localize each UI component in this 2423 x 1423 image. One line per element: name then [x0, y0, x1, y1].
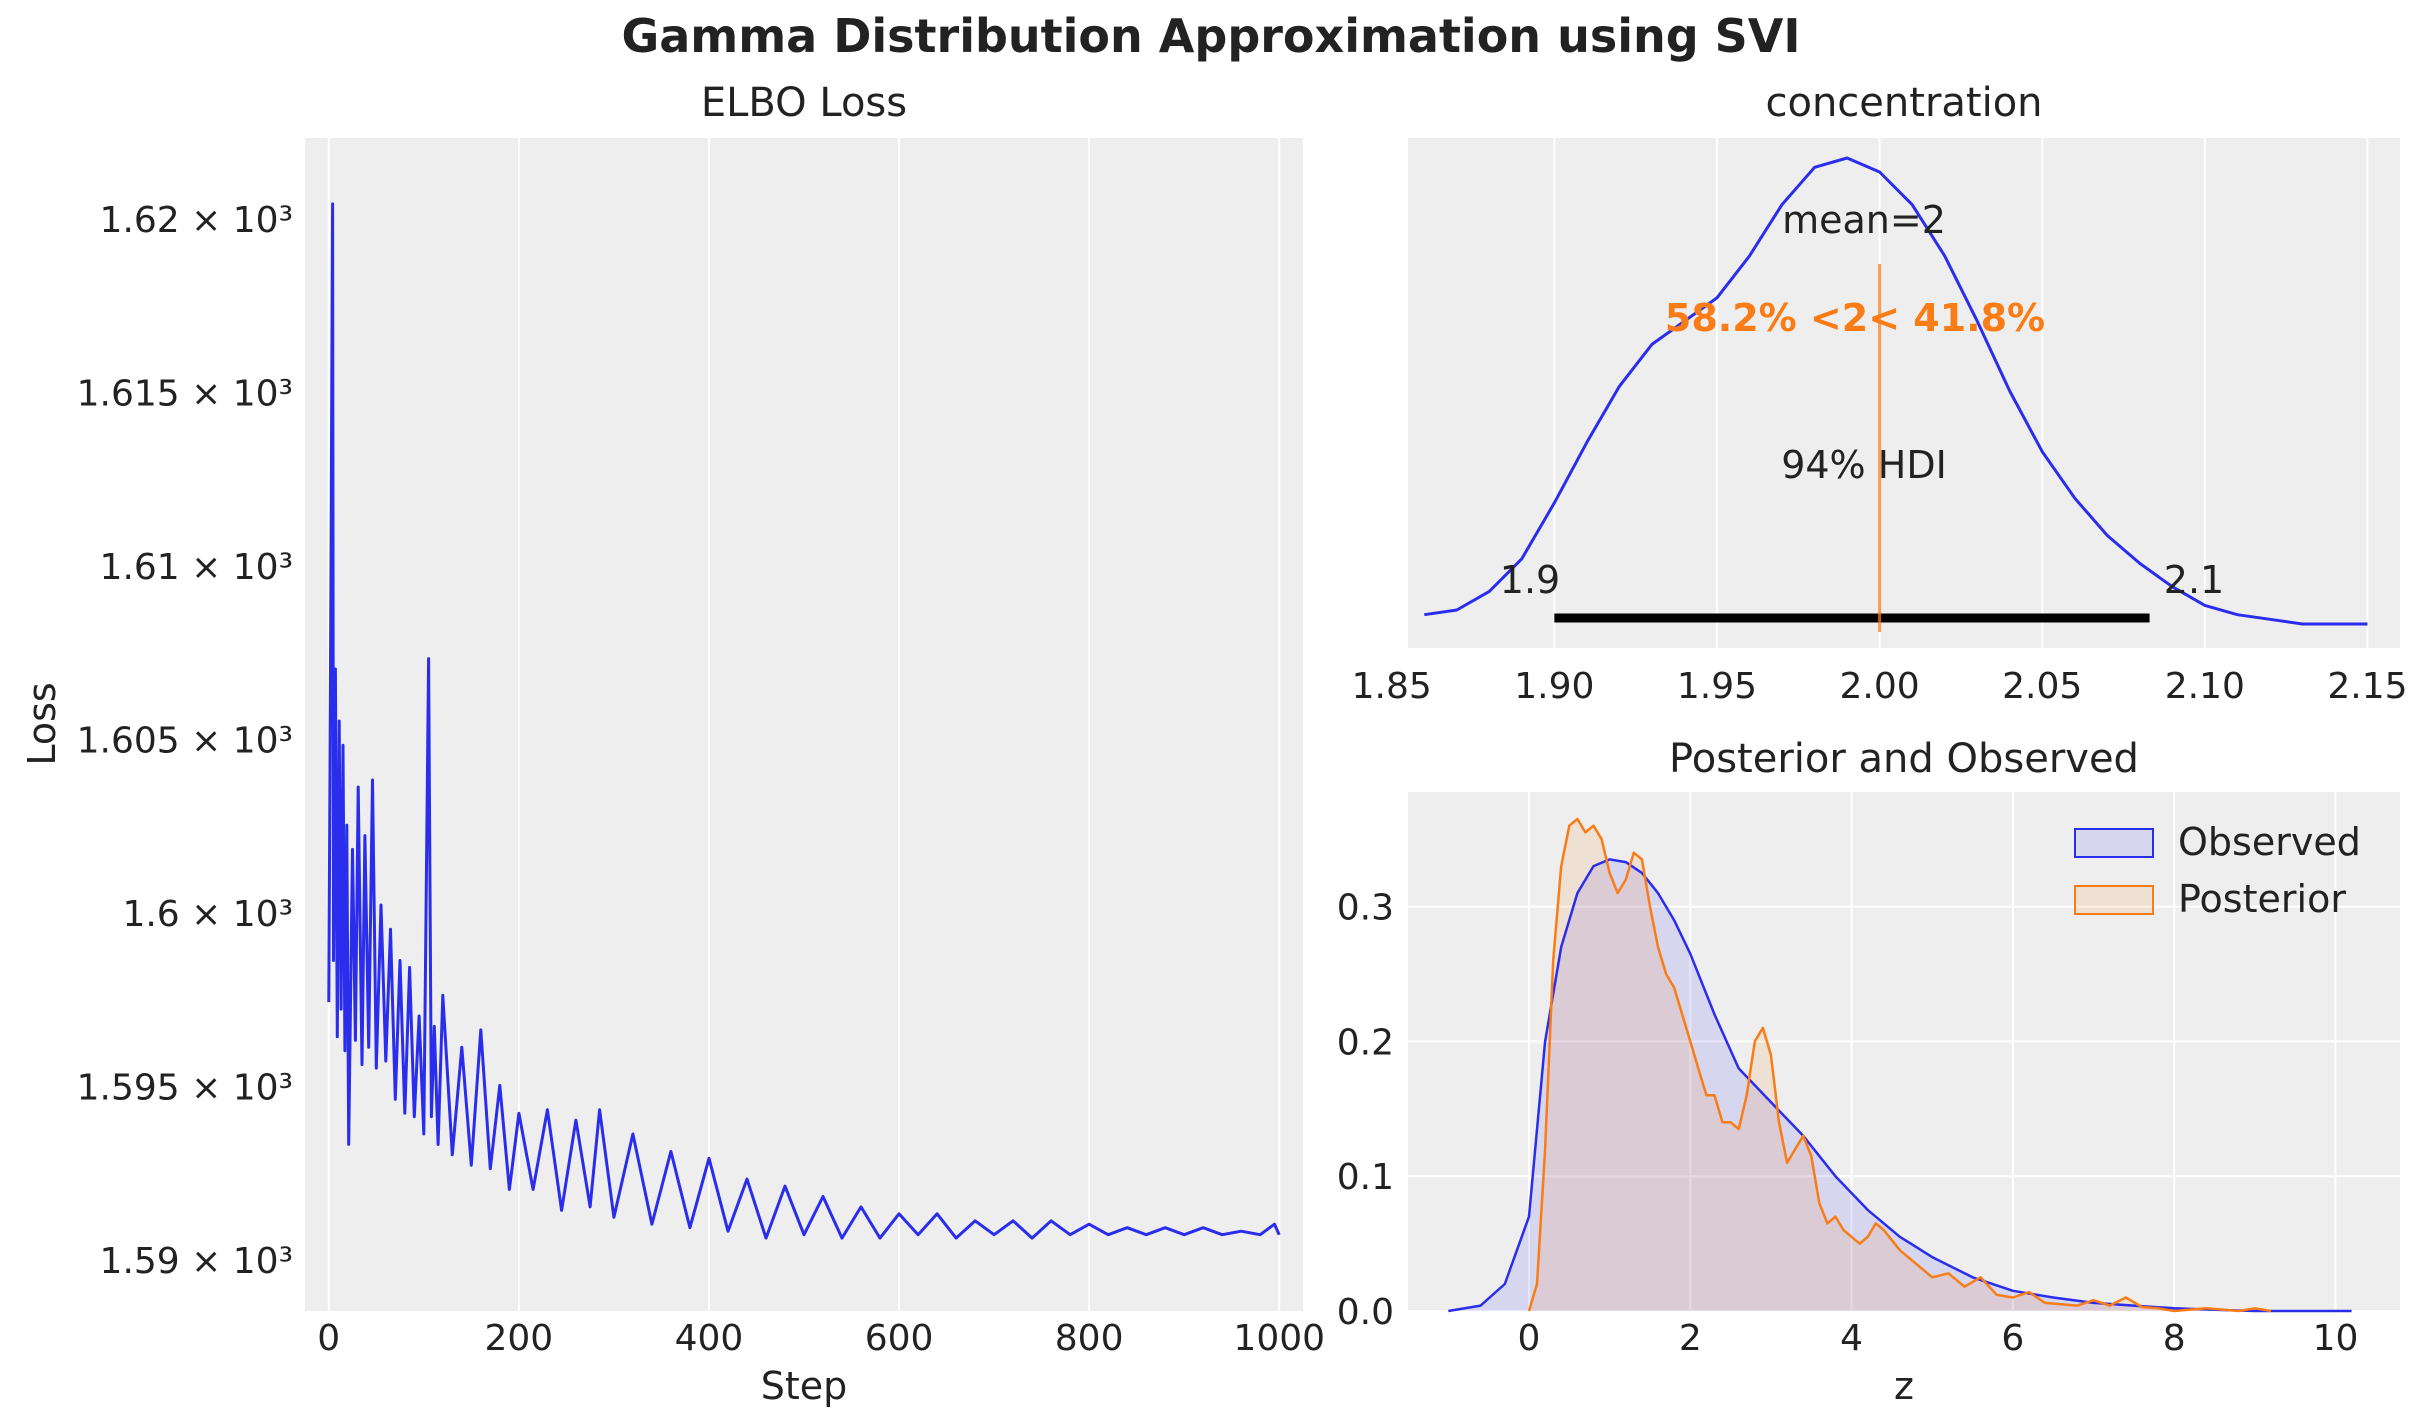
elbo-ticks: 0 200 400 600 800 1000 1.59 × 10³ 1.595 × 10³ 1.…	[77, 200, 1325, 1359]
concentration-x-tick-label: 1.95	[1677, 666, 1757, 707]
observed-area	[1448, 859, 2352, 1311]
elbo-y-tick-label: 1.62 × 10³	[100, 200, 293, 241]
elbo-y-tick-label: 1.615 × 10³	[77, 373, 293, 414]
concentration-panel: 1.85 1.90 1.95 2.00 2.05 2.10 2.15 concentrati…	[1352, 80, 2408, 707]
posterior-xlabel: z	[1894, 1364, 1914, 1408]
legend-swatch-posterior	[2074, 885, 2154, 915]
posterior-x-tick-label: 0	[1518, 1318, 1541, 1359]
posterior-x-tick-label: 2	[1679, 1318, 1702, 1359]
posterior-ticks: 0 2 4 6 8 10 0.0 0.1 0.2 0.3	[1337, 888, 2359, 1359]
elbo-x-tick-label: 0	[317, 1318, 340, 1359]
concentration-x-tick-label: 1.85	[1352, 666, 1432, 707]
hdi-low-label: 1.9	[1500, 558, 1560, 602]
posterior-x-tick-label: 6	[2001, 1318, 2024, 1359]
concentration-x-tick-label: 2.10	[2165, 666, 2245, 707]
concentration-density-line	[1424, 156, 2368, 626]
posterior-x-tick-label: 8	[2163, 1318, 2186, 1359]
legend-label-observed: Observed	[2178, 820, 2361, 864]
posterior-y-tick-label: 0.1	[1337, 1157, 1394, 1198]
posterior-plot-area	[1408, 792, 2400, 1311]
elbo-plot-area	[305, 138, 1303, 1311]
hdi-label: 94% HDI	[1781, 443, 1947, 487]
elbo-x-tick-label: 1000	[1233, 1318, 1325, 1359]
elbo-y-tick-label: 1.605 × 10³	[77, 720, 293, 761]
elbo-y-tick-label: 1.6 × 10³	[122, 894, 293, 935]
legend-label-posterior: Posterior	[2178, 877, 2346, 921]
elbo-xlabel: Step	[761, 1364, 848, 1408]
hdi-high-label: 2.1	[2164, 558, 2224, 602]
concentration-x-tick-label: 2.00	[1840, 666, 1920, 707]
posterior-line	[1527, 817, 2272, 1313]
concentration-ticks: 1.85 1.90 1.95 2.00 2.05 2.10 2.15	[1352, 666, 2408, 707]
elbo-grid	[327, 138, 1281, 1311]
concentration-x-tick-label: 1.90	[1514, 666, 1594, 707]
posterior-x-tick-label: 4	[1840, 1318, 1863, 1359]
posterior-y-tick-label: 0.3	[1337, 888, 1394, 929]
posterior-grid	[1408, 792, 2400, 1312]
elbo-ylabel: Loss	[20, 682, 64, 765]
concentration-x-tick-label: 2.05	[2002, 666, 2082, 707]
concentration-plot-area	[1408, 138, 2400, 648]
posterior-y-tick-label: 0.0	[1337, 1292, 1394, 1333]
elbo-x-tick-label: 400	[675, 1318, 744, 1359]
elbo-x-tick-label: 800	[1055, 1318, 1124, 1359]
elbo-x-tick-label: 200	[484, 1318, 553, 1359]
elbo-y-tick-label: 1.595 × 10³	[77, 1067, 293, 1108]
reference-value-label: 58.2% <2< 41.8%	[1665, 296, 2045, 340]
legend-swatch-observed	[2074, 828, 2154, 858]
concentration-x-tick-label: 2.15	[2327, 666, 2407, 707]
elbo-x-tick-label: 600	[865, 1318, 934, 1359]
observed-line	[1448, 858, 2352, 1313]
posterior-observed-panel: 0 2 4 6 8 10 0.0 0.1 0.2 0.3 Posterior and Observ…	[1337, 736, 2400, 1408]
figure-title: Gamma Distribution Approximation using S…	[622, 9, 1801, 63]
posterior-title: Posterior and Observed	[1669, 736, 2139, 782]
mean-label: mean=2	[1782, 198, 1946, 242]
concentration-title: concentration	[1765, 80, 2042, 126]
posterior-area	[1529, 819, 2271, 1311]
posterior-y-tick-label: 0.2	[1337, 1022, 1394, 1063]
elbo-y-tick-label: 1.59 × 10³	[100, 1241, 293, 1282]
legend: Observed Posterior	[2074, 820, 2361, 921]
elbo-y-tick-label: 1.61 × 10³	[100, 547, 293, 588]
elbo-loss-line	[327, 202, 1281, 1240]
elbo-title: ELBO Loss	[701, 80, 907, 126]
elbo-loss-panel: 0 200 400 600 800 1000 1.59 × 10³ 1.595 × 10³ 1.…	[20, 80, 1325, 1408]
posterior-x-tick-label: 10	[2313, 1318, 2359, 1359]
